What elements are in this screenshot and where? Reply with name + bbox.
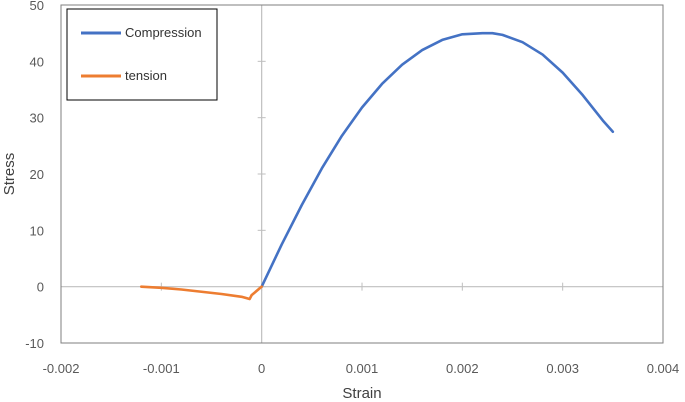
series-lines	[139, 31, 615, 301]
plot-area-border	[60, 4, 664, 344]
series-line-compression	[260, 31, 615, 288]
y-tick-label: 20	[30, 167, 44, 182]
y-tick-label: 40	[30, 54, 44, 69]
x-tick-label: -0.002	[43, 361, 80, 376]
x-tick-label: 0.004	[647, 361, 680, 376]
legend-box	[66, 8, 218, 101]
x-tick-label: 0	[258, 361, 265, 376]
x-tick-label: 0.003	[546, 361, 579, 376]
x-tick-label: 0.001	[346, 361, 379, 376]
y-tick-label: 0	[37, 280, 44, 295]
x-axis-ticks: -0.002 -0.001 0 0.001 0.002 0.003 0.004	[43, 282, 680, 376]
series-line-tension	[139, 285, 263, 301]
y-axis-ticks: -10 0 10 20 30 40 50	[25, 0, 266, 351]
x-tick-label: 0.002	[446, 361, 479, 376]
y-tick-label: 10	[30, 223, 44, 238]
y-tick-label: 30	[30, 111, 44, 126]
legend-label-tension: tension	[125, 68, 167, 83]
legend: Compression tension	[66, 8, 218, 101]
x-tick-label: -0.001	[143, 361, 180, 376]
x-axis-title: Strain	[342, 385, 381, 402]
legend-label-compression: Compression	[125, 25, 202, 40]
y-tick-label: 50	[30, 0, 44, 13]
y-axis-title: Stress	[1, 153, 18, 196]
y-tick-label: -10	[25, 336, 44, 351]
